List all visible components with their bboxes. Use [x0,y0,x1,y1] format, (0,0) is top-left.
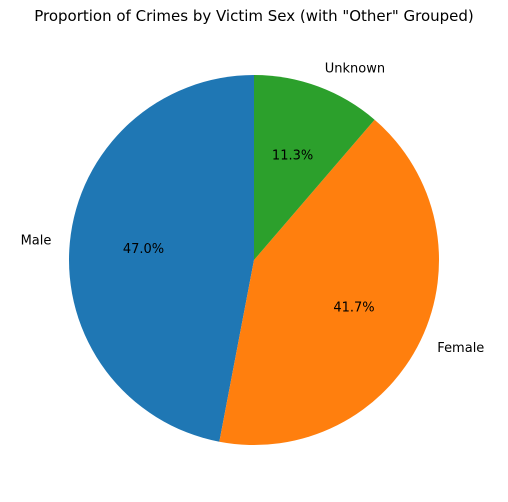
pie-slices [68,75,439,445]
pie-slice-male [68,75,254,442]
pie-slice-female [219,119,439,445]
slice-percent-unknown: 11.3% [272,148,313,163]
pie-labels: Male 47.0% Female 41.7% Unknown 11.3% [21,62,485,356]
pie-slice-unknown [254,75,375,260]
chart-title: Proportion of Crimes by Victim Sex (with… [34,7,474,25]
slice-percent-male: 47.0% [123,242,164,257]
slice-percent-female: 41.7% [333,301,374,316]
slice-label-unknown: Unknown [325,62,385,77]
slice-label-female: Female [437,341,484,356]
slice-label-male: Male [21,233,52,248]
